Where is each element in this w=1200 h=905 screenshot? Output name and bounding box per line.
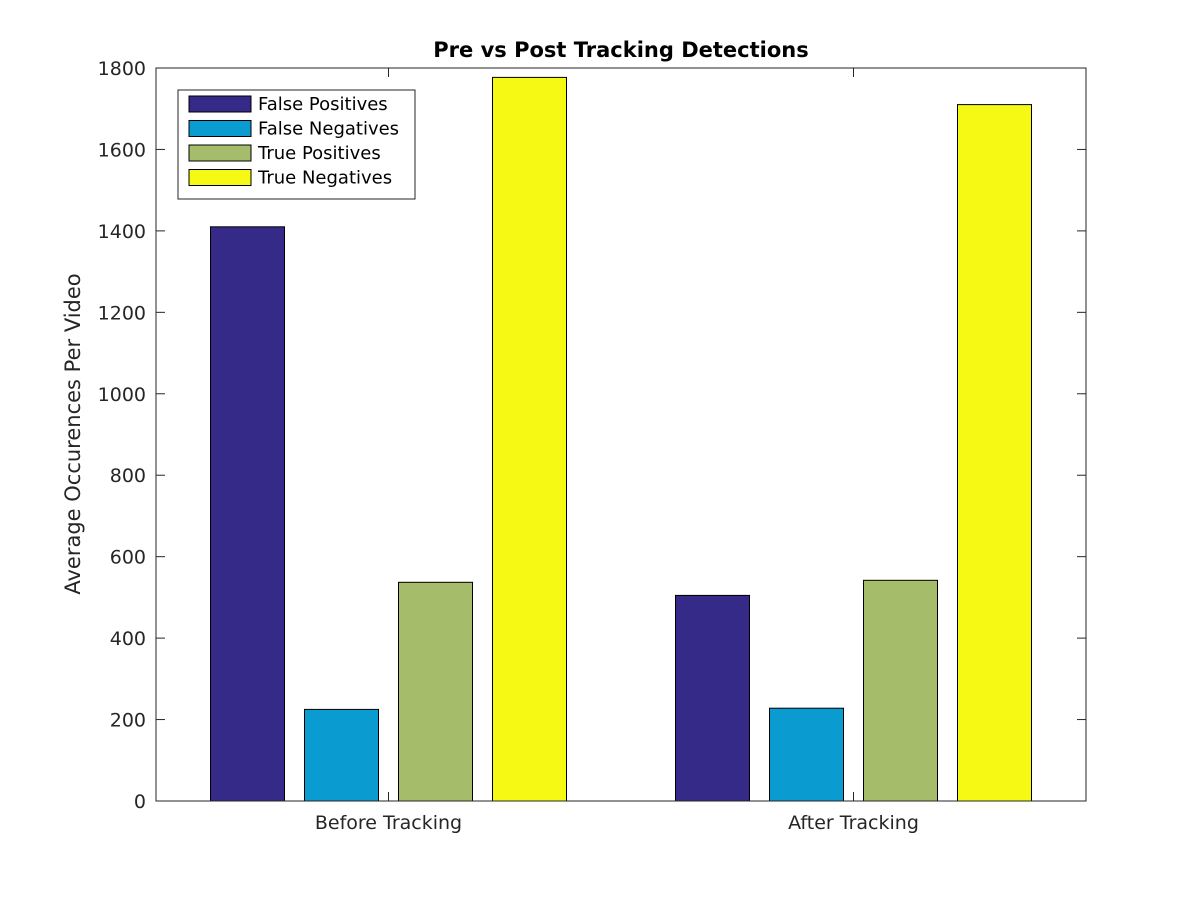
bar-3-1 xyxy=(957,104,1032,802)
y-tick-label-9: 1800 xyxy=(98,58,146,80)
bar-1-1 xyxy=(769,707,844,802)
bar-0-1 xyxy=(675,594,750,802)
bars-layer xyxy=(210,76,1032,802)
y-tick-label-5: 1000 xyxy=(98,384,146,406)
x-tick-label-0: Before Tracking xyxy=(315,812,462,834)
y-axis-label: Average Occurences Per Video xyxy=(61,273,85,594)
bar-2-1 xyxy=(863,579,938,802)
legend-swatch-2 xyxy=(188,144,252,162)
x-tick-label-1: After Tracking xyxy=(788,812,919,834)
y-tick-label-4: 800 xyxy=(110,465,146,487)
bar-1-0 xyxy=(304,708,379,802)
bar-0-0 xyxy=(210,226,285,802)
y-tick-label-7: 1400 xyxy=(98,221,146,243)
y-tick-label-1: 200 xyxy=(110,710,146,732)
legend-label-1: False Negatives xyxy=(258,119,399,140)
legend-label-2: True Positives xyxy=(257,143,381,164)
bar-3-0 xyxy=(492,76,567,802)
axes-layer: 0 200 400 600 800 1000 1200 1400 1600 1800 Before … xyxy=(98,58,1087,834)
legend-label-3: True Negatives xyxy=(257,168,392,189)
bar-2-0 xyxy=(398,581,473,802)
legend-label-0: False Positives xyxy=(258,94,388,115)
legend: False Positives False Negatives True Posit… xyxy=(177,89,416,200)
y-tick-label-3: 600 xyxy=(110,547,146,569)
legend-swatch-3 xyxy=(188,169,252,186)
plot-frame xyxy=(155,67,1087,802)
y-tick-label-2: 400 xyxy=(110,628,146,650)
chart-title: Pre vs Post Tracking Detections xyxy=(433,38,808,62)
legend-swatch-0 xyxy=(188,95,252,113)
y-tick-label-0: 0 xyxy=(134,791,146,813)
legend-swatch-1 xyxy=(188,120,252,137)
y-tick-label-8: 1600 xyxy=(98,139,146,161)
y-tick-label-6: 1200 xyxy=(98,302,146,324)
